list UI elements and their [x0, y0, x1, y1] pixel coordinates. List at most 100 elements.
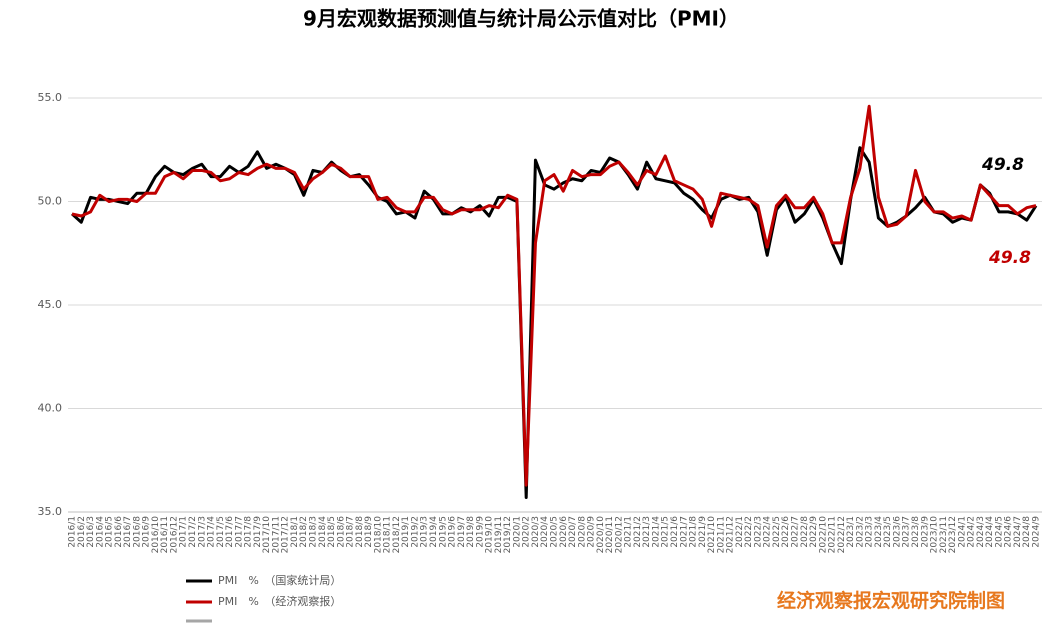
- x-tick-label: 2016/5: [105, 516, 115, 548]
- y-tick-label: 55.0: [38, 91, 63, 104]
- x-tick-label: 2017/4: [207, 516, 217, 548]
- x-tick-label: 2016/6: [114, 516, 124, 548]
- x-tick-label: 2024/3: [976, 516, 986, 548]
- x-tick-label: 2017/12: [281, 516, 291, 553]
- x-tick-label: 2023/6: [892, 516, 902, 548]
- x-tick-label: 2021/7: [679, 516, 689, 548]
- x-tick-label: 2017/3: [197, 516, 207, 548]
- x-tick-label: 2018/10: [373, 516, 383, 554]
- x-tick-label: 2017/2: [188, 516, 198, 548]
- x-tick-label: 2019/7: [457, 516, 467, 548]
- x-tick-label: 2019/3: [420, 516, 430, 548]
- x-tick-label: 2023/4: [874, 516, 884, 548]
- x-tick-label: 2020/4: [540, 516, 550, 548]
- x-tick-label: 2022/1: [735, 516, 745, 548]
- annotation: 49.8: [981, 155, 1024, 175]
- x-tick-label: 2023/2: [855, 516, 865, 548]
- x-tick-label: 2022/9: [809, 516, 819, 548]
- x-tick-label: 2022/2: [744, 516, 754, 548]
- x-tick-label: 2021/11: [716, 516, 726, 553]
- x-tick-label: 2024/2: [967, 516, 977, 548]
- x-tick-label: 2020/1: [512, 516, 522, 548]
- x-tick-label: 2020/8: [577, 516, 587, 548]
- x-tick-label: 2022/7: [791, 516, 801, 548]
- x-tick-label: 2023/7: [902, 516, 912, 548]
- x-tick-label: 2020/3: [531, 516, 541, 548]
- x-tick-label: 2018/1: [290, 516, 300, 548]
- x-tick-label: 2019/5: [438, 516, 448, 548]
- legend-label: PMI % （国家统计局）: [218, 573, 341, 587]
- x-tick-label: 2016/3: [86, 516, 96, 548]
- x-tick-label: 2016/9: [142, 516, 152, 548]
- x-tick-label: 2021/4: [651, 516, 661, 548]
- x-tick-label: 2018/7: [346, 516, 356, 548]
- x-tick-label: 2024/5: [994, 516, 1004, 548]
- x-tick-label: 2016/1: [68, 516, 78, 548]
- x-tick-label: 2016/12: [169, 516, 179, 553]
- x-tick-label: 2024/6: [1004, 516, 1014, 548]
- x-tick-label: 2016/11: [160, 516, 170, 553]
- x-tick-label: 2021/9: [698, 516, 708, 548]
- x-tick-label: 2019/11: [494, 516, 504, 553]
- x-tick-label: 2016/7: [123, 516, 133, 548]
- x-tick-label: 2023/8: [911, 516, 921, 548]
- x-tick-label: 2024/8: [1022, 516, 1032, 548]
- x-tick-label: 2018/3: [309, 516, 319, 548]
- legend-label: PMI % （经济观察报）: [218, 594, 341, 608]
- x-tick-label: 2020/9: [587, 516, 597, 548]
- x-tick-label: 2024/1: [957, 516, 967, 548]
- annotation: 49.8: [988, 248, 1031, 268]
- x-tick-label: 2022/10: [818, 516, 828, 554]
- x-tick-label: 2019/2: [410, 516, 420, 548]
- x-tick-label: 2017/9: [253, 516, 263, 548]
- x-tick-label: 2021/10: [707, 516, 717, 554]
- x-tick-label: 2016/8: [132, 516, 142, 548]
- x-tick-label: 2024/4: [985, 516, 995, 548]
- x-tick-label: 2017/6: [225, 516, 235, 548]
- x-tick-label: 2024/9: [1032, 516, 1042, 548]
- x-tick-label: 2017/7: [234, 516, 244, 548]
- x-tick-label: 2021/2: [633, 516, 643, 548]
- x-tick-label: 2019/10: [485, 516, 495, 554]
- series-line: [71, 146, 1038, 500]
- x-tick-label: 2019/12: [503, 516, 513, 553]
- x-tick-label: 2018/2: [299, 516, 309, 548]
- x-tick-label: 2017/8: [244, 516, 254, 548]
- x-tick-label: 2023/11: [939, 516, 949, 553]
- x-tick-label: 2022/8: [800, 516, 810, 548]
- x-tick-label: 2019/9: [475, 516, 485, 548]
- x-tick-label: 2022/6: [781, 516, 791, 548]
- x-tick-label: 2017/1: [179, 516, 189, 548]
- x-tick-label: 2023/10: [930, 516, 940, 554]
- x-tick-label: 2019/6: [448, 516, 458, 548]
- x-tick-label: 2020/6: [559, 516, 569, 548]
- x-tick-label: 2017/10: [262, 516, 272, 554]
- x-tick-label: 2018/8: [355, 516, 365, 548]
- x-tick-label: 2018/11: [383, 516, 393, 553]
- x-tick-label: 2019/1: [401, 516, 411, 548]
- x-tick-label: 2018/4: [318, 516, 328, 548]
- x-tick-label: 2019/8: [466, 516, 476, 548]
- x-tick-label: 2018/5: [327, 516, 337, 548]
- x-tick-label: 2016/4: [95, 516, 105, 548]
- x-tick-label: 2023/5: [883, 516, 893, 548]
- source-note: 经济观察报宏观研究院制图: [777, 589, 1005, 612]
- y-tick-label: 50.0: [38, 195, 63, 208]
- x-tick-label: 2016/2: [77, 516, 87, 548]
- x-tick-label: 2020/2: [522, 516, 532, 548]
- x-tick-label: 2017/11: [271, 516, 281, 553]
- x-tick-label: 2021/8: [689, 516, 699, 548]
- x-tick-label: 2021/1: [624, 516, 634, 548]
- x-tick-label: 2020/12: [614, 516, 624, 553]
- x-tick-label: 2020/11: [605, 516, 615, 553]
- x-tick-label: 2017/5: [216, 516, 226, 548]
- series-line: [71, 104, 1037, 487]
- x-tick-label: 2018/9: [364, 516, 374, 548]
- x-tick-label: 2016/10: [151, 516, 161, 554]
- x-tick-label: 2021/12: [726, 516, 736, 553]
- x-tick-label: 2023/9: [920, 516, 930, 548]
- x-tick-label: 2022/5: [772, 516, 782, 548]
- chart-title: 9月宏观数据预测值与统计局公示值对比（PMI）: [303, 7, 739, 31]
- y-tick-label: 35.0: [38, 505, 63, 518]
